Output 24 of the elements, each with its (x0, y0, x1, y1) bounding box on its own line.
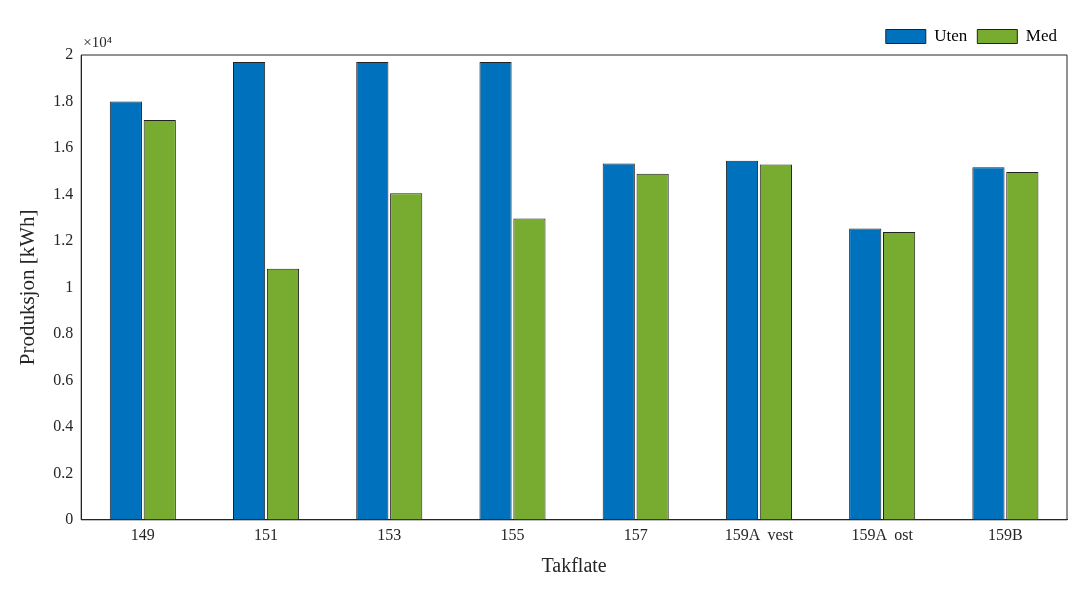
y-tick-label: 0.6 (53, 370, 74, 388)
x-tick-label: 153 (377, 525, 402, 543)
x-tick-label: 149 (130, 525, 155, 543)
y-tick-label: 2 (65, 45, 74, 63)
y-tick-label: 0.8 (53, 324, 74, 342)
y-tick-label: 1.8 (53, 91, 74, 109)
y-tick-label: 0.4 (53, 417, 74, 435)
y-tick-label: 1.4 (53, 184, 74, 202)
x-tick-label: 159A ost (851, 525, 914, 543)
x-tick-label: 151 (254, 525, 279, 543)
legend-label: Med (1025, 25, 1058, 45)
x-axis-title: Takflate (541, 554, 607, 577)
text: ×10⁴ (83, 34, 112, 51)
y-tick-label: 1.2 (53, 231, 74, 249)
x-tick-label: 159B (988, 525, 1023, 543)
y-tick-label: 0.2 (53, 463, 74, 481)
y-tick-label: 1.6 (53, 138, 74, 156)
x-tick-label: 155 (500, 525, 525, 543)
x-tick-label: 159A vest (724, 525, 794, 543)
y-tick-label: 0 (65, 510, 74, 527)
y-tick-label: 1 (65, 277, 74, 295)
y-axis-title: Produksjon [kWh] (15, 209, 40, 366)
legend-label: Uten (934, 25, 968, 45)
x-tick-label: 157 (623, 525, 648, 543)
